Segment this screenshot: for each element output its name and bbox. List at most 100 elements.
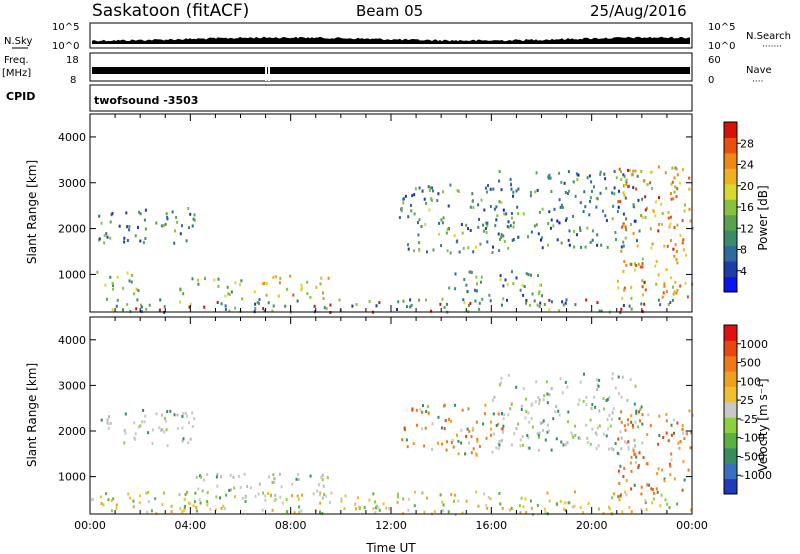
echo-cell [186,414,189,418]
echo-cell [243,472,246,476]
echo-cell [418,241,421,245]
echo-cell [465,434,468,438]
echo-cell [484,227,487,231]
echo-cell [638,229,641,233]
echo-cell [262,307,265,310]
echo-cell [463,301,466,305]
echo-cell [195,506,198,509]
echo-cell [572,214,574,218]
echo-cell [667,439,670,443]
echo-cell [539,421,542,425]
echo-cell [229,473,232,477]
echo-cell [671,298,674,302]
echo-cell [650,246,653,250]
echo-cell [618,189,620,193]
echo-cell [640,405,643,409]
echo-cell [266,282,269,285]
echo-cell [617,286,620,290]
echo-cell [614,442,617,446]
echo-cell [466,427,469,431]
echo-cell [241,297,244,301]
echo-cell [636,239,638,243]
echo-cell [490,420,492,424]
echo-cell [442,216,445,220]
echo-cell [604,177,607,181]
echo-cell [557,409,560,413]
echo-cell [642,179,645,183]
echo-cell [621,510,624,514]
echo-cell [474,288,476,292]
echo-cell [372,507,375,511]
echo-cell [522,505,525,509]
echo-cell [611,217,614,221]
echo-cell [464,452,467,456]
echo-cell [320,276,323,280]
echo-cell [628,505,631,509]
echo-cell [232,475,235,479]
echo-cell [602,407,605,411]
echo-cell [511,216,513,220]
echo-cell [475,289,478,293]
echo-cell [195,509,198,513]
echo-cell [500,427,503,431]
echo-cell [322,291,324,295]
colorbar-frame [723,324,738,495]
echo-cell [531,425,534,429]
echo-cell [538,210,541,214]
echo-cell [567,170,570,174]
echo-cell [244,496,247,500]
echo-cell [507,413,510,417]
echo-cell [509,177,512,181]
echo-cell [627,418,629,422]
echo-cell [625,493,628,497]
echo-cell [296,494,299,498]
echo-cell [134,437,137,441]
echo-cell [530,403,533,407]
echo-cell [106,421,109,425]
echo-cell [312,492,315,496]
echo-cell [133,421,136,425]
echo-cell [548,298,551,302]
echo-cell [595,196,598,200]
echo-cell [491,450,494,454]
echo-cell [162,224,165,228]
echo-cell [112,287,115,291]
echo-cell [161,503,164,507]
echo-cell [577,402,580,406]
echo-cell [657,273,660,277]
echo-cell [454,287,457,291]
echo-cell [91,497,94,501]
echo-cell [668,506,671,510]
echo-cell [667,211,670,214]
echo-cell [526,434,529,437]
echo-cell [503,212,506,216]
echo-cell [560,440,563,444]
echo-cell [535,171,538,175]
colorbar-segment [724,355,737,372]
echo-cell [651,501,654,505]
echo-cell [600,243,603,247]
echo-cell [437,415,440,419]
echo-cell [625,178,628,182]
echo-cell [512,194,514,198]
echo-cell [641,265,644,269]
echo-cell [495,218,498,222]
echo-cell [515,427,518,431]
echo-cell [422,404,424,408]
echo-cell [100,495,102,499]
echo-cell [625,182,628,186]
echo-cell [227,292,230,296]
echo-cell [550,218,553,222]
echo-cell [498,249,501,253]
colorbar-tick-label: 25 [740,394,754,407]
echo-cell [579,229,582,232]
echo-cell [559,499,562,503]
echo-cell [214,508,217,512]
echo-cell [472,447,475,451]
echo-cell [665,289,668,293]
x-axis-label: Time UT [365,541,416,554]
echo-cell [530,273,532,277]
echo-cell [658,196,660,200]
echo-cell [171,210,174,214]
echo-cell [480,275,483,279]
